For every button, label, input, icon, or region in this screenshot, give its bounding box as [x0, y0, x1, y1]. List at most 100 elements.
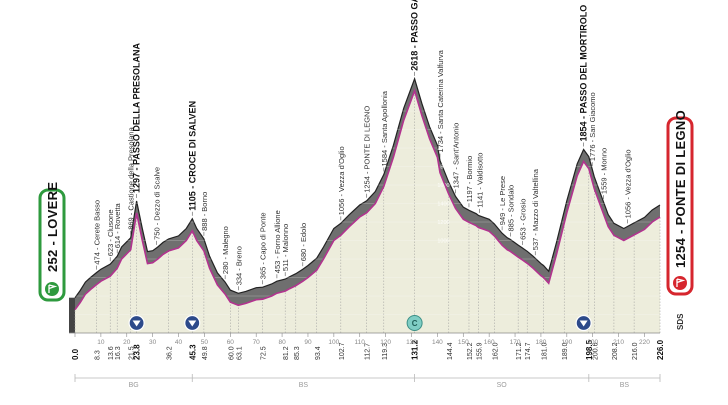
x-tick-label: 160 — [484, 339, 495, 346]
km-label: 155.9 — [477, 342, 484, 360]
km-label: 144.4 — [447, 342, 454, 360]
sprint-circle — [406, 315, 423, 331]
place-label: 949 - Le Prese — [498, 176, 507, 225]
km-label: 226.0 — [656, 339, 665, 360]
x-tick-label: 50 — [201, 339, 209, 346]
x-tick-label: 140 — [432, 339, 443, 346]
place-label: 869 - Castione della Presolana — [127, 126, 136, 229]
altitude-tick-label: 1200 — [437, 220, 449, 226]
kom-marker-icon — [575, 314, 592, 332]
start-wall — [69, 297, 75, 333]
place-label: 1105 - CROCE DI SALVEN — [187, 101, 197, 211]
place-label: 1559 - Monno — [600, 148, 609, 194]
km-label: 131.2 — [411, 339, 420, 360]
finish-badge: 1254 - PONTE DI LEGNO — [666, 110, 694, 296]
x-tick-label: 90 — [304, 339, 312, 346]
place-label: 1056 - Vezza d'Oglio — [337, 146, 346, 215]
x-tick-label: 130 — [406, 339, 417, 346]
finish-label: 1254 - PONTE DI LEGNO — [673, 110, 688, 268]
km-label: 8.3 — [95, 350, 102, 360]
km-label: 171.2 — [516, 342, 523, 360]
axis-layer: 0.0 8.3 13.6 16.3 21.523.8 36.2 45.3 49.8 60.0 63… — [69, 314, 665, 389]
profile-fill-layer — [69, 76, 661, 333]
road-line — [74, 88, 661, 311]
place-label: 453 - Forno Allione — [273, 210, 282, 273]
km-label: 216.0 — [632, 342, 639, 360]
x-tick-label: 180 — [535, 339, 546, 346]
km-label: 72.5 — [261, 346, 268, 360]
place-label: 1056 - Vezza d'Oglio — [624, 149, 633, 218]
province-label: BS — [299, 382, 309, 389]
flag-icon — [45, 282, 59, 296]
km-label: 85.3 — [294, 346, 301, 360]
sprint-marker-icon: C — [406, 315, 423, 331]
km-label: 60.0 — [228, 346, 235, 360]
place-label: 1854 - PASSO DEL MORTIROLO — [579, 5, 589, 142]
profile-area — [75, 90, 660, 333]
km-label: 49.8 — [202, 346, 209, 360]
x-tick-label: 110 — [355, 339, 366, 346]
ribbon-top-edge — [74, 76, 661, 299]
km-label: 112.7 — [365, 343, 372, 360]
km-label: 36.2 — [167, 346, 174, 360]
kom-triangle — [188, 320, 197, 327]
km-label: 162.0 — [492, 342, 499, 360]
x-tick-label: 80 — [278, 339, 286, 346]
x-tick-label: 120 — [380, 339, 391, 346]
place-label: 885 - Sondalo — [506, 185, 515, 232]
place-label: 474 - Cerete Basso — [93, 200, 102, 265]
x-tick-label: 200 — [587, 339, 598, 346]
start-badge: 252 - LOVERE — [38, 182, 66, 302]
place-label: 614 - Rovetta — [113, 202, 122, 248]
km-label: 21.5 — [129, 346, 136, 360]
place-label: 365 - Capo di Ponte — [259, 212, 268, 279]
kom-triangle — [579, 320, 588, 327]
place-label: 334 - Breno — [234, 246, 243, 285]
x-tick-label: 220 — [639, 339, 650, 346]
kom-marker-icon — [128, 314, 145, 332]
x-tick-label: 30 — [149, 339, 157, 346]
place-label: 537 - Mazzo di Valtellina — [531, 168, 540, 250]
sprint-label: C — [412, 319, 418, 328]
x-tick-label: 190 — [561, 339, 572, 346]
km-label: 189.0 — [562, 342, 569, 360]
km-label: 63.1 — [236, 346, 243, 360]
province-label: BS — [620, 382, 630, 389]
km-label: 93.4 — [315, 346, 322, 360]
km-label: 13.6 — [108, 346, 115, 360]
km-label: 0.0 — [71, 348, 80, 360]
place-label: 511 - Malonno — [281, 224, 290, 271]
x-tick-label: 210 — [613, 339, 624, 346]
place-label: 1197 - Bormio — [465, 156, 474, 203]
profile-ribbon — [75, 78, 660, 310]
km-label: 102.7 — [339, 342, 346, 360]
km-label: 200.6 — [592, 342, 599, 360]
grid-layer: 2400 2200 2000 1800 1600 1400 1200 1000 — [74, 90, 661, 333]
place-label: 1297 - PASSO DELLA PRESOLANA — [132, 42, 142, 193]
km-label: 174.7 — [525, 342, 532, 360]
km-label: 16.3 — [115, 346, 122, 360]
km-label: 81.2 — [283, 346, 290, 360]
x-tick-label: 170 — [510, 339, 521, 346]
place-label: 280 - Malegno — [221, 226, 230, 274]
km-label: 23.8 — [133, 344, 142, 360]
brand-logo: SDS — [676, 313, 685, 330]
x-tick-label: 20 — [123, 339, 131, 346]
place-label: 1584 - Santa Apollonia — [380, 90, 389, 166]
place-label: 2618 - PASSO GAVIA — [410, 0, 420, 71]
x-tick-label: 70 — [253, 339, 261, 346]
place-label: 653 - Grosio — [518, 199, 527, 240]
place-label: 623 - Clusone — [106, 209, 115, 256]
km-label: 181.0 — [542, 342, 549, 360]
altitude-tick-label: 1600 — [437, 183, 449, 189]
x-tick-label: 60 — [227, 339, 235, 346]
place-label: 1141 - Valdisotto — [476, 153, 485, 208]
altitude-tick-label: 1800 — [437, 165, 449, 171]
altitude-tick-label: 2400 — [437, 109, 449, 115]
road-line-layer — [74, 88, 661, 311]
place-label: 680 - Edolo — [299, 223, 308, 261]
place-label: 1254 - PONTE DI LEGNO — [363, 106, 372, 193]
